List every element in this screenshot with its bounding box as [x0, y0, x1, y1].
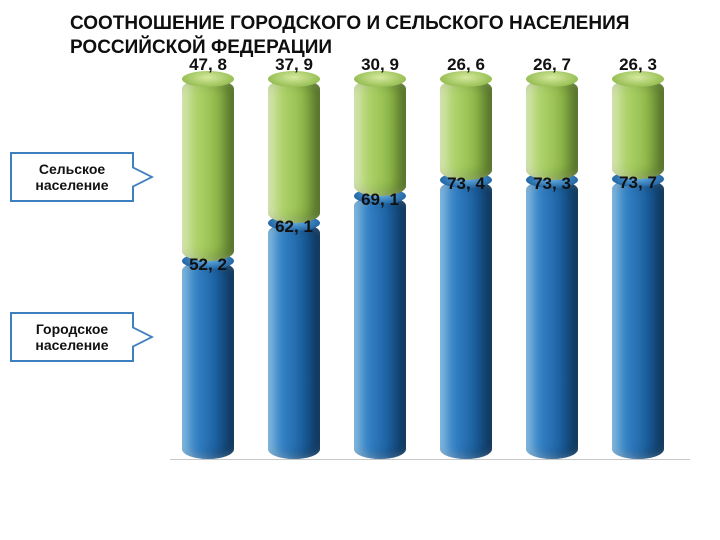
- urban-value: 52, 2: [182, 255, 234, 275]
- bar-0: 52, 247, 8: [182, 79, 234, 459]
- rural-value: 26, 6: [440, 55, 492, 75]
- urban-seg: [182, 261, 234, 459]
- callout-urban: Городское население: [10, 312, 134, 362]
- rural-seg: [268, 79, 320, 223]
- callout-rural: Сельское население: [10, 152, 134, 202]
- population-chart: 52, 247, 8 62, 137, 9 69, 130, 9 73, 426, 6…: [170, 80, 690, 500]
- bar-2: 69, 130, 9: [354, 79, 406, 459]
- bar-1: 62, 137, 9: [268, 79, 320, 459]
- rural-seg: [526, 79, 578, 180]
- urban-value: 62, 1: [268, 217, 320, 237]
- rural-value: 26, 3: [612, 55, 664, 75]
- urban-seg: [440, 180, 492, 459]
- page-title: СООТНОШЕНИЕ ГОРОДСКОГО И СЕЛЬСКОГО НАСЕЛ…: [70, 12, 680, 60]
- urban-value: 69, 1: [354, 190, 406, 210]
- bar-4: 73, 326, 7: [526, 79, 578, 459]
- urban-value: 73, 4: [440, 174, 492, 194]
- rural-seg: [440, 79, 492, 180]
- rural-value: 30, 9: [354, 55, 406, 75]
- urban-value: 73, 3: [526, 174, 578, 194]
- bar-3: 73, 426, 6: [440, 79, 492, 459]
- urban-seg: [268, 223, 320, 459]
- bar-5: 73, 726, 3: [612, 79, 664, 459]
- rural-seg: [182, 79, 234, 261]
- chart-plot: 52, 247, 8 62, 137, 9 69, 130, 9 73, 426, 6…: [170, 80, 690, 460]
- rural-value: 26, 7: [526, 55, 578, 75]
- urban-seg: [526, 180, 578, 459]
- urban-seg: [612, 179, 664, 459]
- rural-value: 47, 8: [182, 55, 234, 75]
- rural-seg: [354, 79, 406, 196]
- rural-value: 37, 9: [268, 55, 320, 75]
- urban-value: 73, 7: [612, 173, 664, 193]
- rural-seg: [612, 79, 664, 179]
- urban-seg: [354, 196, 406, 459]
